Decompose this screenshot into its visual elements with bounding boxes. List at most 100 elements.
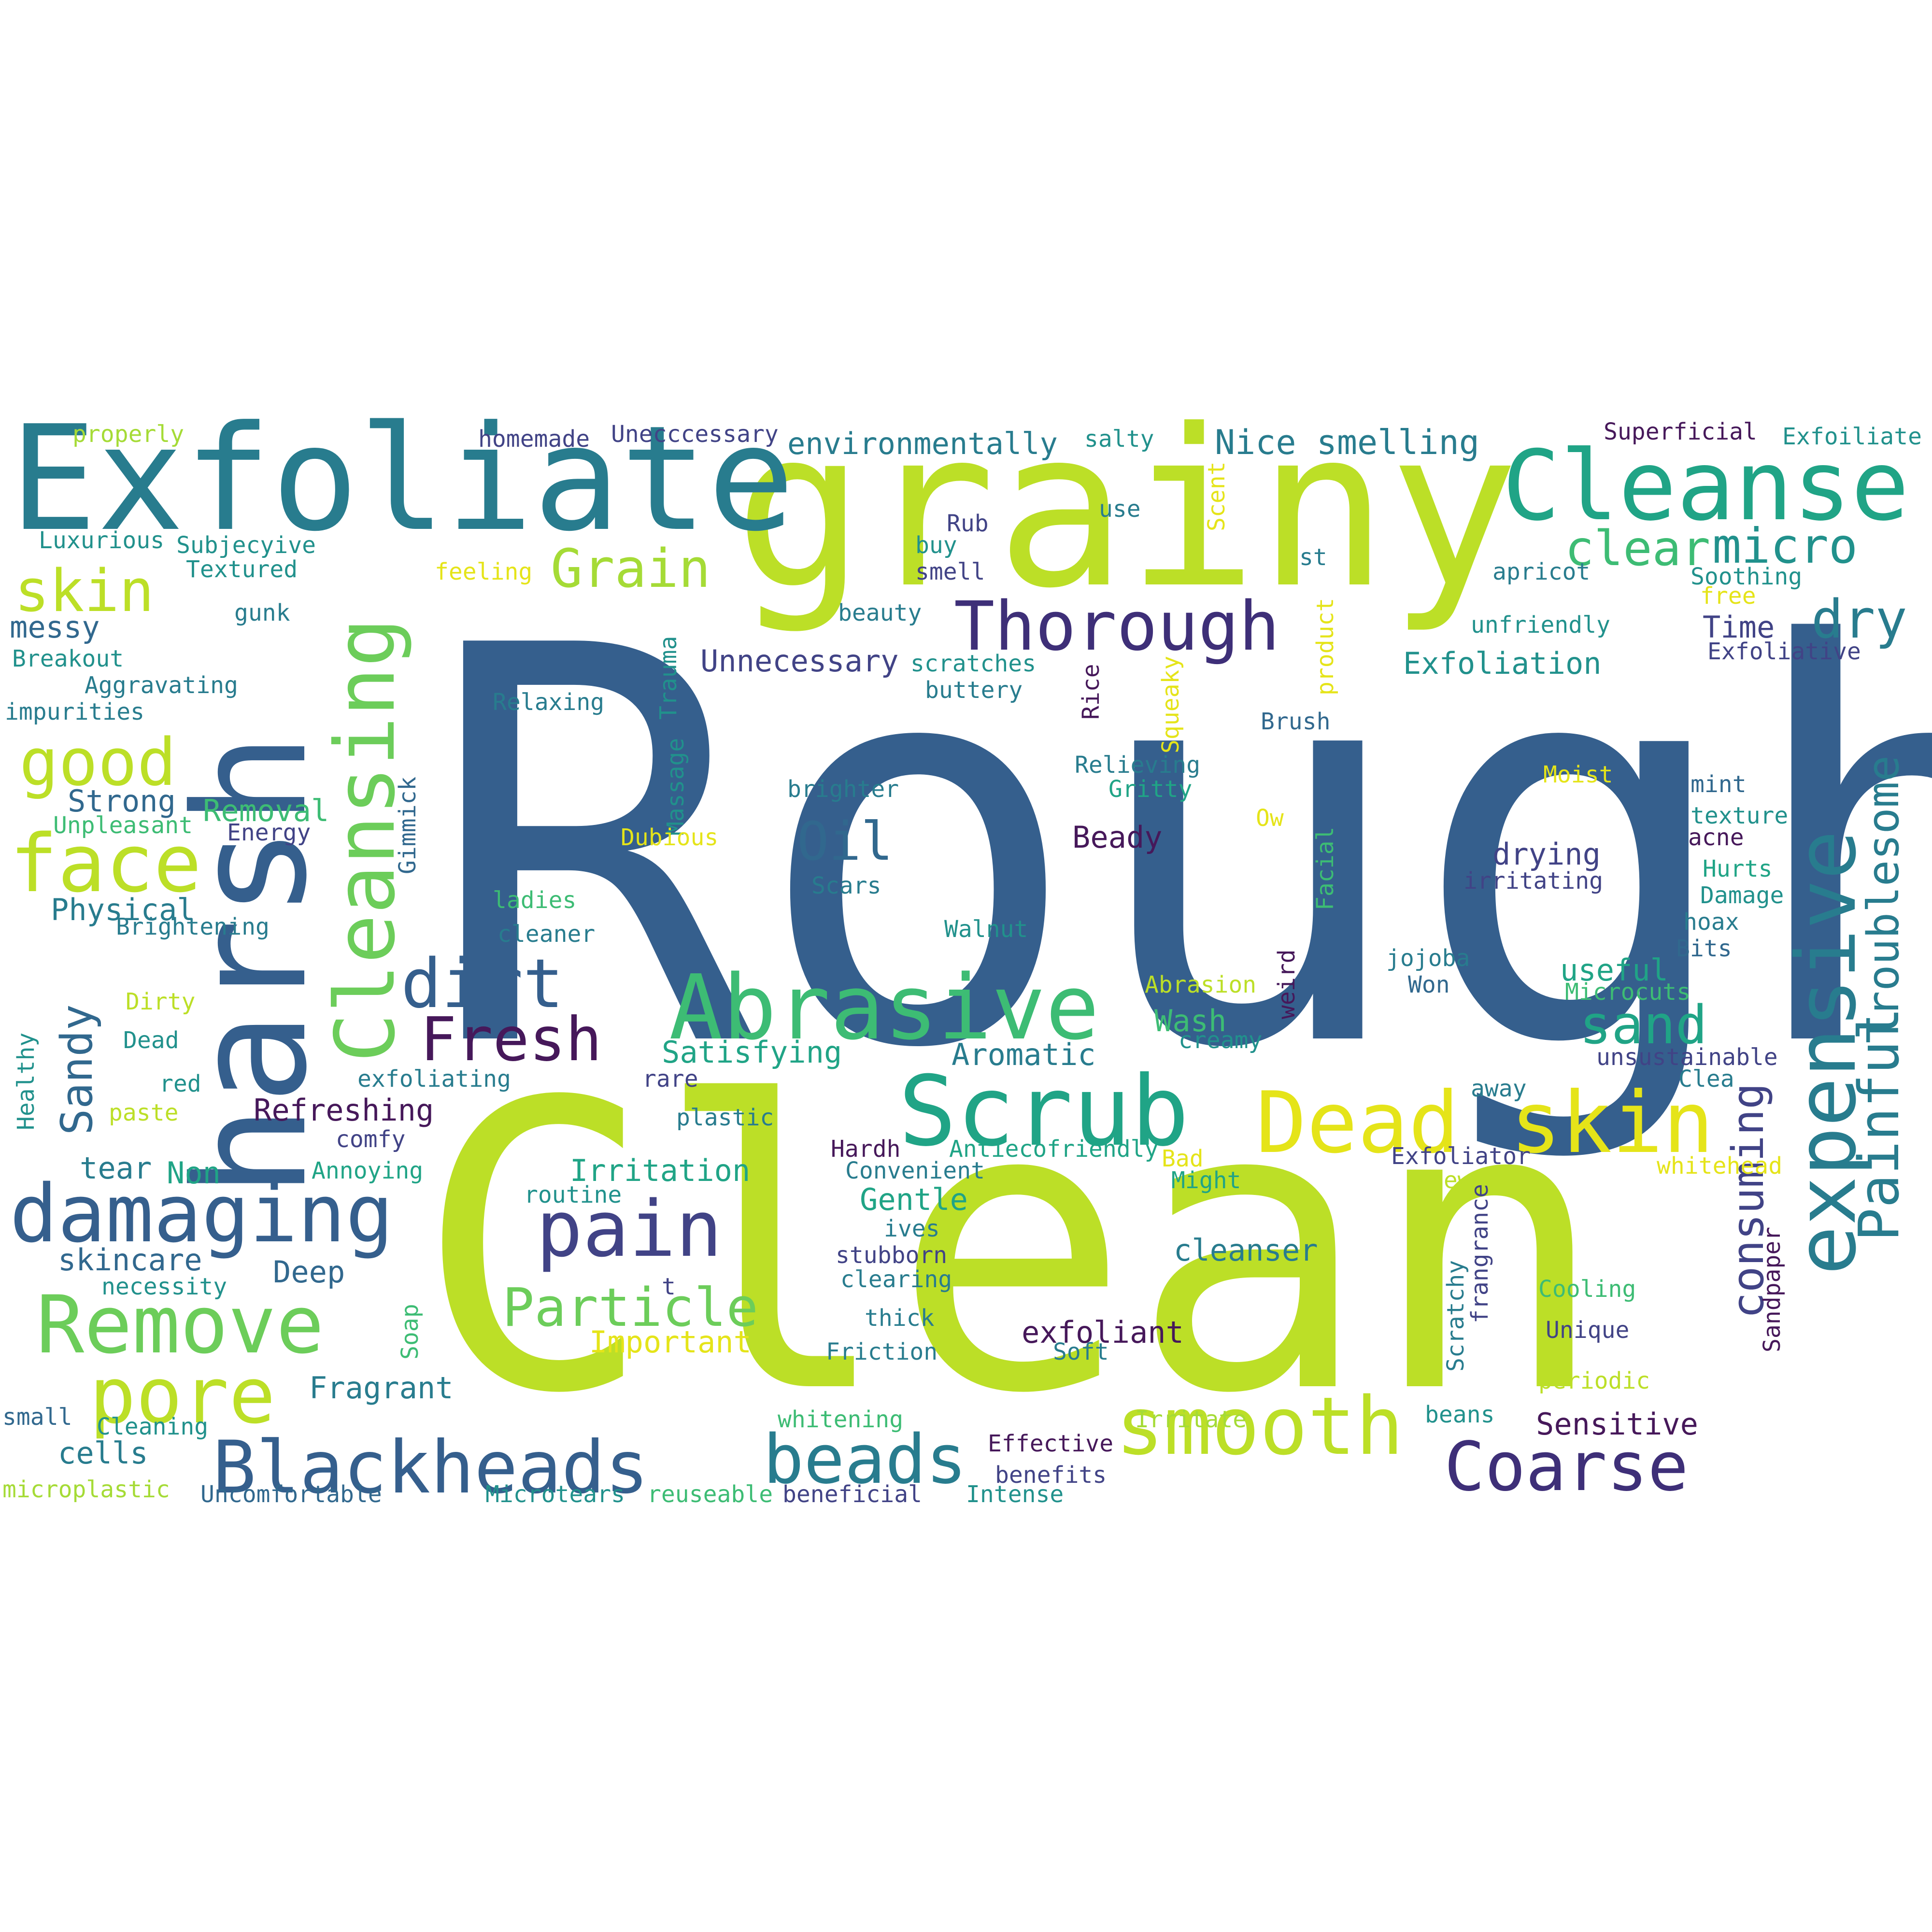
word-unnecessary: Unnecessary	[700, 643, 899, 679]
word-pain: pain	[536, 1184, 722, 1274]
word-friction: Friction	[826, 1338, 938, 1365]
word-impurities: impurities	[5, 698, 144, 725]
word-hardh: Hardh	[831, 1136, 901, 1163]
word-consuming: consuming	[1723, 1083, 1774, 1319]
word-rice: Rice	[1078, 664, 1105, 720]
word-creamy: creamy	[1179, 1027, 1262, 1054]
word-harsh: harsh	[161, 733, 341, 1198]
word-cleaner: cleaner	[497, 921, 595, 948]
word-fragrant: Fragrant	[309, 1370, 454, 1406]
word-beady: Beady	[1072, 820, 1163, 855]
word-gimmick: Gimmick	[394, 777, 421, 874]
word-uncomfortable: Uncomfortable	[200, 1481, 382, 1508]
word-dirty: Dirty	[126, 988, 196, 1015]
word-won: Won	[1408, 971, 1450, 998]
word-salty: salty	[1084, 426, 1154, 453]
word-texture: texture	[1690, 802, 1788, 829]
word-antiecofriendly: Antiecofriendly	[949, 1136, 1158, 1163]
word-brush: Brush	[1261, 708, 1331, 735]
word-unecccessary: Unecccessary	[611, 421, 779, 448]
word-beads: beads	[763, 1421, 966, 1499]
word-frangrance: frangrance	[1466, 1184, 1493, 1323]
word-superficial: Superficial	[1604, 418, 1757, 445]
word-energy: Energy	[227, 819, 311, 846]
word-gentle: Gentle	[860, 1182, 968, 1217]
word-wash: Wash	[1154, 1003, 1226, 1038]
word-physical: Physical	[51, 892, 195, 927]
word-moist: Moist	[1543, 761, 1613, 788]
word-irritate: Irritate	[1135, 1406, 1247, 1433]
word-time: Time	[1703, 610, 1775, 645]
word-whitening: whitening	[778, 1406, 903, 1433]
word-annoying: Annoying	[312, 1157, 423, 1184]
word-might: Might	[1171, 1167, 1241, 1194]
word-benefits: benefits	[995, 1462, 1107, 1489]
word-properly: properly	[72, 421, 184, 448]
word-apricot: apricot	[1492, 558, 1590, 585]
word-cleanser: cleanser	[1174, 1233, 1318, 1268]
word-beans: beans	[1425, 1401, 1495, 1428]
word-sand: sand	[1579, 994, 1707, 1056]
word-skincare: skincare	[58, 1242, 202, 1278]
word-small: small	[2, 1404, 72, 1431]
word-red: red	[159, 1070, 201, 1097]
word-painful: Painful	[1847, 1007, 1912, 1241]
word-removal: Removal	[203, 793, 329, 828]
word-aromatic: Aromatic	[952, 1037, 1096, 1072]
word-remove: Remove	[36, 1279, 324, 1371]
word-exfoliate: Exfoliate	[10, 395, 795, 563]
word-abrasive: Abrasive	[669, 955, 1099, 1060]
word-troublesome: Troublesome	[1858, 755, 1909, 1043]
word-beauty: beauty	[838, 599, 922, 626]
word-messy: messy	[10, 610, 100, 645]
word-mint: mint	[1690, 771, 1747, 798]
word-pore: pore	[89, 1350, 275, 1441]
word-homemade: homemade	[478, 426, 590, 453]
word-dead-skin: Dead skin	[1256, 1074, 1714, 1172]
word-fresh: Fresh	[420, 1005, 602, 1075]
word-scratches: scratches	[910, 650, 1036, 677]
word-squeaky: Squeaky	[1157, 656, 1184, 753]
word-non: Non	[167, 1155, 221, 1191]
word-microtears: Microtears	[485, 1481, 625, 1508]
word-grain: Grain	[551, 538, 710, 599]
word-cleansing: Cleansing	[318, 618, 413, 1063]
word-skin: skin	[14, 558, 154, 625]
word-rub: Rub	[947, 510, 989, 537]
word-new: new	[1430, 1167, 1472, 1194]
word-luxurious: Luxurious	[39, 527, 164, 554]
word-drying: drying	[1492, 837, 1601, 872]
word-strong: Strong	[68, 783, 176, 819]
word-soap: Soap	[397, 1304, 424, 1360]
word-rare: rare	[642, 1065, 698, 1093]
word-feeling: feeling	[435, 558, 532, 585]
word-use: use	[1099, 496, 1141, 523]
word-necessity: necessity	[101, 1273, 227, 1300]
word-reuseable: reuseable	[647, 1481, 773, 1508]
word-gunk: gunk	[234, 599, 290, 626]
word-tear: tear	[80, 1151, 152, 1186]
word-clearing: clearing	[840, 1266, 952, 1293]
word-grainy: grainy	[734, 383, 1520, 636]
word-free: free	[1700, 582, 1756, 610]
word-cooling: Cooling	[1538, 1276, 1636, 1303]
word-blackheads: Blackheads	[213, 1426, 649, 1510]
word-massage: Massage	[662, 738, 689, 836]
word-exfoliating: exfoliating	[357, 1065, 511, 1093]
word-aggravating: Aggravating	[85, 672, 238, 699]
word-convenient: Convenient	[845, 1157, 985, 1184]
word-dead: Dead	[123, 1027, 179, 1054]
word-oil: Oil	[797, 810, 893, 872]
word-hoax: hoax	[1683, 909, 1739, 936]
word-environmentally: environmentally	[787, 426, 1058, 461]
word-sandpaper: Sandpaper	[1759, 1227, 1786, 1352]
word-brightening: Brightening	[116, 913, 270, 940]
word-breakout: Breakout	[12, 645, 124, 672]
word-unfriendly: unfriendly	[1471, 611, 1610, 639]
word-periodic: periodic	[1538, 1367, 1650, 1394]
word-sandy: Sandy	[52, 1004, 102, 1135]
word-t: t	[662, 1273, 676, 1300]
word-away: away	[1471, 1075, 1527, 1102]
word-good: good	[19, 724, 176, 800]
